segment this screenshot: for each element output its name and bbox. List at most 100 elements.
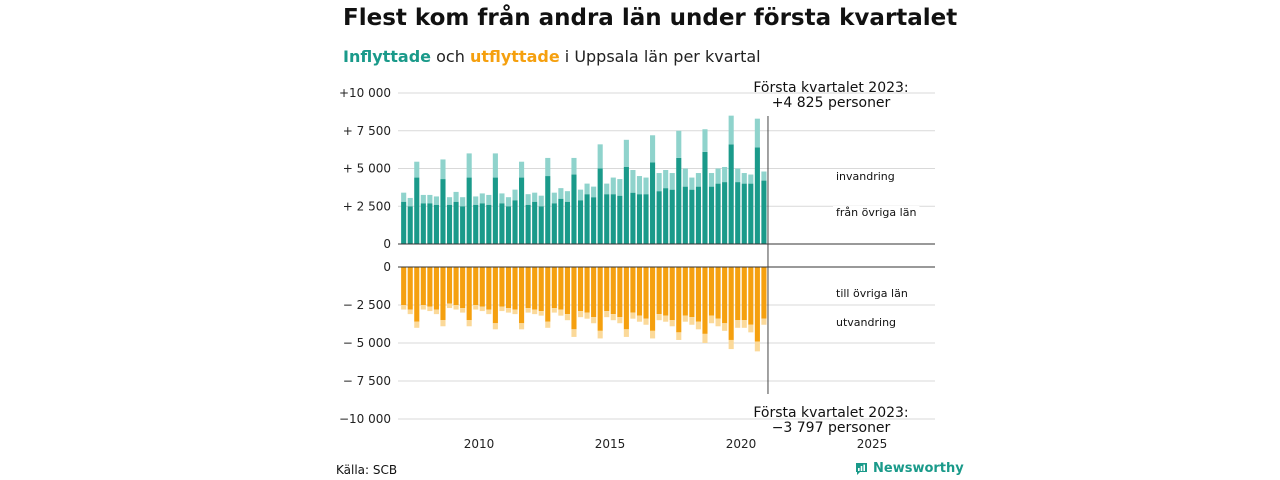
bar-till-ovriga-lan	[663, 267, 669, 316]
bar-utvandring	[525, 308, 531, 313]
bar-utvandring	[584, 312, 590, 319]
bar-fran-ovriga-lan	[715, 183, 721, 244]
bar-invandring	[617, 179, 623, 196]
bar-fran-ovriga-lan	[545, 176, 551, 244]
bar-invandring	[623, 139, 629, 167]
annotation-bottom-line1: Första kvartalet 2023:	[753, 405, 908, 421]
bar-till-ovriga-lan	[656, 267, 662, 315]
bar-till-ovriga-lan	[460, 267, 466, 309]
bar-till-ovriga-lan	[676, 267, 682, 333]
bar-utvandring	[492, 323, 498, 330]
series-label-utvandring: utvandring	[836, 316, 896, 329]
axes	[398, 116, 935, 394]
bar-till-ovriga-lan	[689, 267, 695, 318]
bar-invandring	[420, 194, 426, 204]
bar-invandring	[636, 176, 643, 195]
bar-invandring	[466, 153, 472, 178]
bar-utvandring	[722, 323, 728, 331]
bar-invandring	[715, 168, 721, 184]
bar-fran-ovriga-lan	[466, 177, 472, 244]
bar-till-ovriga-lan	[538, 267, 544, 312]
bar-utvandring	[591, 317, 597, 324]
bar-till-ovriga-lan	[728, 267, 734, 340]
annotation-top-line1: Första kvartalet 2023:	[753, 80, 908, 96]
bar-till-ovriga-lan	[499, 267, 505, 307]
bar-invandring	[754, 118, 760, 148]
bar-fran-ovriga-lan	[728, 144, 734, 244]
bar-invandring	[643, 177, 649, 195]
bar-invandring	[610, 177, 616, 195]
bar-utvandring	[577, 311, 584, 318]
bar-fran-ovriga-lan	[643, 194, 649, 244]
bar-fran-ovriga-lan	[702, 151, 708, 244]
bar-till-ovriga-lan	[427, 267, 433, 307]
bar-utvandring	[702, 333, 708, 343]
bar-invandring	[532, 192, 538, 202]
bar-till-ovriga-lan	[617, 267, 623, 318]
series-label-invandring-bg	[833, 170, 898, 184]
bar-invandring	[571, 157, 577, 175]
bar-utvandring	[728, 339, 734, 350]
bar-till-ovriga-lan	[597, 267, 603, 331]
bar-till-ovriga-lan	[761, 267, 767, 319]
bar-fran-ovriga-lan	[460, 206, 466, 244]
bar-invandring	[564, 191, 570, 202]
bar-till-ovriga-lan	[486, 267, 492, 310]
bar-invandring	[663, 170, 669, 189]
y-tick-label-top: + 2 500	[343, 199, 391, 213]
newsworthy-logo-icon	[856, 462, 867, 475]
bar-utvandring	[420, 305, 426, 310]
bar-fran-ovriga-lan	[532, 201, 538, 244]
bar-till-ovriga-lan	[479, 267, 485, 307]
bar-invandring	[401, 192, 407, 202]
bar-invandring	[630, 170, 636, 193]
bar-invandring	[577, 189, 584, 201]
y-tick-label-bottom: 0	[383, 260, 391, 274]
bar-utvandring	[473, 305, 479, 310]
bar-fran-ovriga-lan	[407, 206, 413, 244]
bar-fran-ovriga-lan	[433, 204, 439, 244]
y-tick-label-top: + 7 500	[343, 124, 391, 138]
bar-invandring	[761, 171, 767, 181]
bar-utvandring	[558, 309, 564, 316]
bar-fran-ovriga-lan	[656, 191, 662, 244]
bar-invandring	[486, 194, 492, 205]
bar-till-ovriga-lan	[735, 267, 741, 321]
bar-fran-ovriga-lan	[669, 189, 675, 244]
x-tick-label: 2025	[857, 437, 888, 451]
brand-logo[interactable]: Newsworthy	[855, 461, 964, 476]
bar-invandring	[735, 168, 741, 183]
bar-fran-ovriga-lan	[512, 200, 518, 244]
bar-till-ovriga-lan	[551, 267, 557, 309]
bar-fran-ovriga-lan	[689, 189, 695, 244]
bar-fran-ovriga-lan	[676, 157, 682, 244]
bar-invandring	[473, 196, 479, 205]
bar-till-ovriga-lan	[584, 267, 590, 313]
bar-utvandring	[610, 314, 616, 321]
bar-till-ovriga-lan	[414, 267, 420, 322]
bar-fran-ovriga-lan	[623, 166, 629, 244]
bar-fran-ovriga-lan	[564, 201, 570, 244]
bar-utvandring	[695, 321, 701, 330]
bar-utvandring	[532, 309, 538, 315]
series-label-till-ovriga-lan: till övriga län	[836, 287, 908, 300]
bar-utvandring	[446, 303, 453, 309]
bar-till-ovriga-lan	[630, 267, 636, 313]
annotation-top-line2: +4 825 personer	[772, 95, 891, 111]
bar-invandring	[597, 144, 603, 169]
bar-invandring	[407, 197, 413, 207]
bar-invandring	[656, 173, 662, 192]
bar-fran-ovriga-lan	[741, 183, 747, 244]
x-tick-label: 2020	[726, 437, 757, 451]
bar-invandring	[446, 197, 453, 205]
bar-utvandring	[414, 321, 420, 328]
bar-till-ovriga-lan	[571, 267, 577, 330]
bar-fran-ovriga-lan	[754, 147, 760, 244]
bar-invandring	[676, 130, 682, 158]
bar-invandring	[519, 161, 525, 178]
bar-utvandring	[715, 318, 721, 327]
bar-invandring	[741, 173, 747, 184]
bar-till-ovriga-lan	[466, 267, 472, 321]
bar-invandring	[728, 115, 734, 145]
